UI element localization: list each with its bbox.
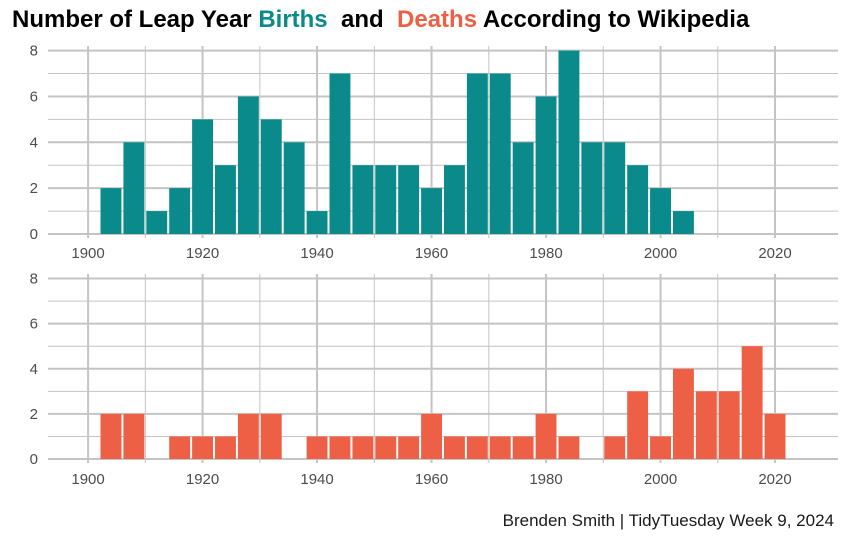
bar — [146, 211, 168, 234]
y-tick-label: 2 — [30, 406, 38, 423]
bar — [237, 96, 259, 234]
x-tick-label: 1940 — [300, 245, 333, 262]
bar — [512, 142, 534, 234]
title-deaths-word: Deaths — [397, 6, 478, 33]
y-tick-label: 6 — [30, 316, 38, 333]
bar — [604, 142, 626, 234]
x-tick-label: 1980 — [529, 471, 562, 488]
births-panel: 0 2 4 6 8 1900 1920 1940 1960 1980 2000 2020 — [30, 43, 838, 262]
title-part1: Number of Leap Year — [12, 6, 259, 33]
bar — [650, 436, 671, 459]
title-and-word: and — [341, 6, 384, 33]
bar — [352, 165, 374, 234]
bar — [375, 165, 397, 234]
bar — [535, 413, 557, 459]
bar — [627, 391, 649, 459]
y-tick-label: 0 — [30, 451, 38, 468]
title-part2: According to Wikipedia — [482, 6, 750, 33]
x-tick-label: 2000 — [644, 245, 677, 262]
x-tick-label: 1960 — [415, 471, 448, 488]
bar — [123, 142, 145, 234]
bar — [695, 391, 717, 459]
bar — [260, 413, 282, 459]
bar — [444, 165, 465, 234]
bar — [192, 119, 214, 234]
bar — [421, 188, 442, 234]
title-births-word: Births — [258, 6, 328, 33]
deaths-panel: 0 2 4 6 8 1900 1920 1940 1960 1980 2000 2020 — [30, 271, 838, 488]
x-tick-label: 1920 — [186, 245, 219, 262]
x-tick-label: 1920 — [186, 471, 219, 488]
x-tick-label: 2020 — [758, 471, 791, 488]
x-tick-label: 1900 — [71, 471, 104, 488]
bar — [627, 165, 649, 234]
bar — [558, 436, 580, 459]
bar — [215, 436, 236, 459]
bar — [329, 73, 351, 234]
y-tick-label: 4 — [30, 134, 38, 151]
bar — [260, 119, 282, 234]
bar — [421, 413, 442, 459]
bar — [329, 436, 351, 459]
y-tick-label: 6 — [30, 88, 38, 105]
bar — [489, 436, 511, 459]
bar — [398, 165, 420, 234]
y-tick-label: 4 — [30, 361, 38, 378]
bar — [604, 436, 626, 459]
caption: Brenden Smith | TidyTuesday Week 9, 2024 — [502, 511, 834, 530]
x-tick-label: 1940 — [300, 471, 333, 488]
bar — [558, 50, 580, 235]
bar — [100, 188, 122, 234]
bar — [650, 188, 671, 234]
bar — [306, 436, 328, 459]
bar — [169, 436, 191, 459]
y-tick-label: 8 — [30, 271, 38, 288]
x-tick-label: 1900 — [71, 245, 104, 262]
bar — [672, 211, 694, 234]
y-tick-label: 0 — [30, 226, 38, 243]
bar — [741, 346, 763, 459]
bar — [764, 413, 786, 459]
x-tick-label: 1960 — [415, 245, 448, 262]
bar — [192, 436, 214, 459]
bar — [466, 436, 488, 459]
bar — [512, 436, 534, 459]
bar — [100, 413, 122, 459]
x-tick-label: 1980 — [529, 245, 562, 262]
bar — [283, 142, 305, 234]
bar — [398, 436, 420, 459]
bar — [444, 436, 465, 459]
bar — [466, 73, 488, 234]
bar — [535, 96, 557, 234]
bar — [306, 211, 328, 234]
bar — [581, 142, 603, 234]
x-tick-label: 2020 — [758, 245, 791, 262]
chart-title: Number of Leap Year Births and Deaths Ac… — [12, 6, 842, 34]
bar — [169, 188, 191, 234]
bar — [237, 413, 259, 459]
bar — [375, 436, 397, 459]
bar — [123, 413, 145, 459]
bar — [215, 165, 236, 234]
bar — [718, 391, 740, 459]
y-tick-label: 8 — [30, 43, 38, 60]
bar — [672, 368, 694, 459]
y-tick-label: 2 — [30, 180, 38, 197]
x-tick-label: 2000 — [644, 471, 677, 488]
bar — [489, 73, 511, 234]
bar — [352, 436, 374, 459]
